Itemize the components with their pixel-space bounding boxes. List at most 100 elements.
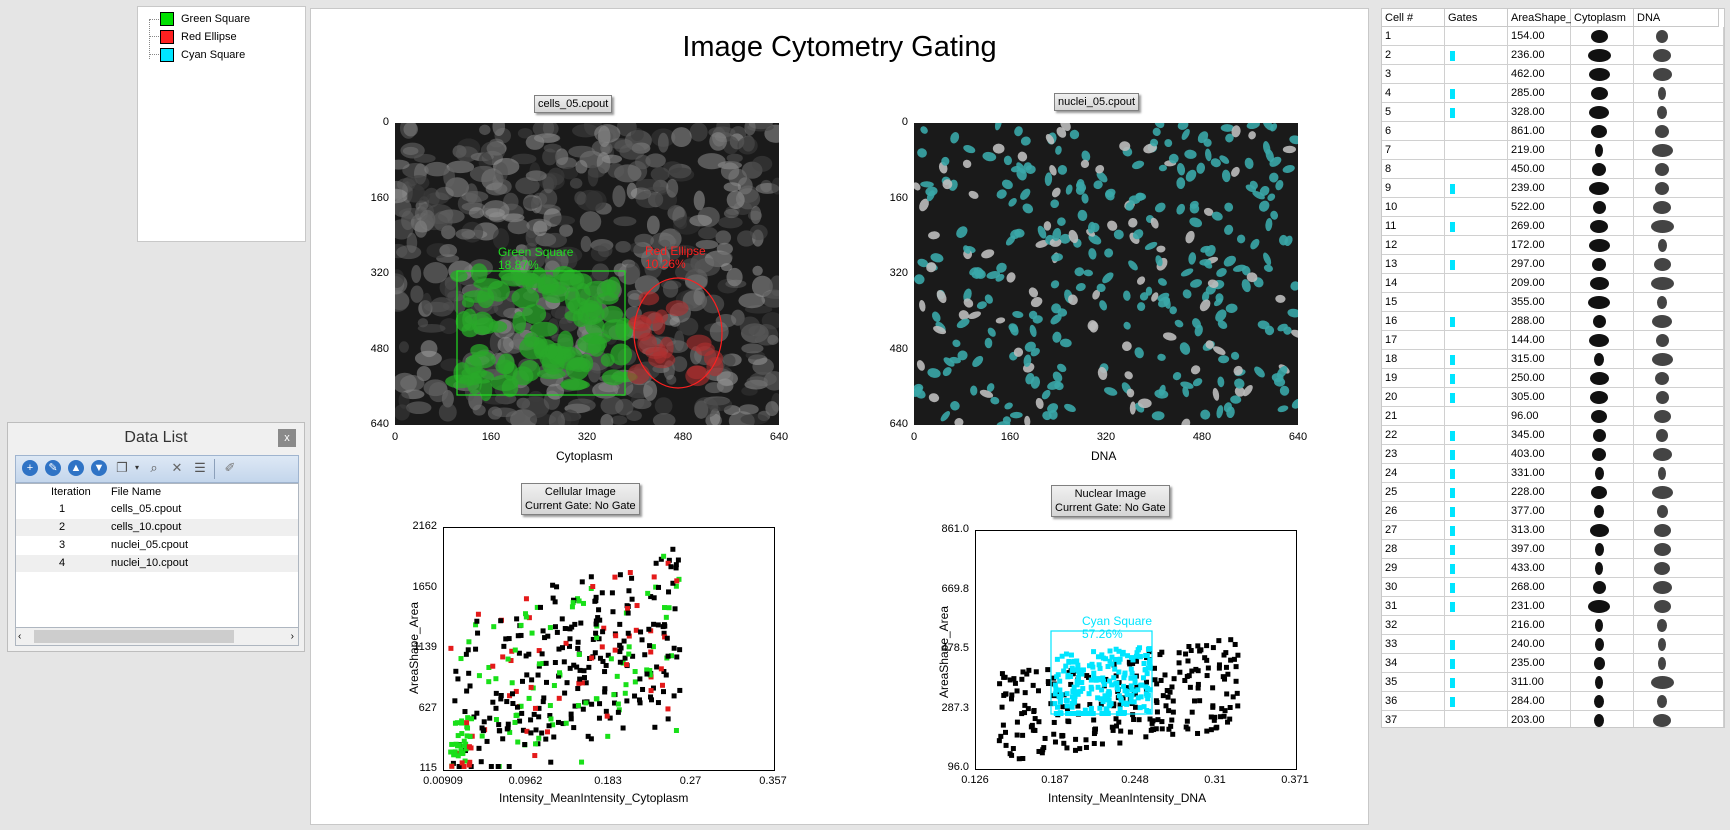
nuclei-scatter-plot[interactable]: Cyan Square 57.26% xyxy=(975,530,1297,770)
add-icon[interactable]: + xyxy=(22,460,38,476)
data-point xyxy=(1170,731,1176,737)
table-row[interactable]: 33 240.00 xyxy=(1382,635,1724,654)
table-row[interactable]: 34 235.00 xyxy=(1382,654,1724,673)
table-row[interactable]: 17 144.00 xyxy=(1382,331,1724,350)
cyan-nucleus xyxy=(1172,371,1182,381)
down-icon[interactable]: ▼ xyxy=(91,460,107,476)
table-row[interactable]: 6 861.00 xyxy=(1382,122,1724,141)
gated-data-point xyxy=(1064,703,1070,709)
list-item[interactable]: 2 cells_10.cpout xyxy=(16,519,298,536)
table-row[interactable]: 10 522.00 xyxy=(1382,198,1724,217)
table-row[interactable]: 16 288.00 xyxy=(1382,312,1724,331)
cyan-nucleus xyxy=(1128,260,1138,271)
column-header-iteration[interactable]: Iteration xyxy=(51,486,91,498)
data-point xyxy=(523,614,529,620)
cyan-nucleus xyxy=(950,132,960,144)
cells-scatter-plot[interactable] xyxy=(443,527,775,771)
column-header-gates[interactable]: Gates xyxy=(1445,9,1508,27)
table-row[interactable]: 24 331.00 xyxy=(1382,464,1724,483)
list-item[interactable]: 3 nuclei_05.cpout xyxy=(16,537,298,554)
cell-blob xyxy=(395,404,410,421)
table-row[interactable]: 20 305.00 xyxy=(1382,388,1724,407)
gates-cell xyxy=(1445,350,1508,369)
copy-icon[interactable]: ❐ xyxy=(116,460,128,475)
cells-plot-label[interactable]: Cellular Image Current Gate: No Gate xyxy=(521,483,640,515)
data-point xyxy=(466,639,472,645)
table-row[interactable]: 9 239.00 xyxy=(1382,179,1724,198)
scrollbar-thumb[interactable] xyxy=(34,630,234,643)
zoom-icon[interactable]: ⌕ xyxy=(150,460,158,475)
table-row[interactable]: 4 285.00 xyxy=(1382,84,1724,103)
gated-data-point xyxy=(1128,683,1134,689)
table-row[interactable]: 7 219.00 xyxy=(1382,141,1724,160)
table-row[interactable]: 30 268.00 xyxy=(1382,578,1724,597)
table-row[interactable]: 21 96.00 xyxy=(1382,407,1724,426)
cells-image-canvas[interactable]: Green Square 18.87% Red Ellipse 10.26% xyxy=(395,123,779,425)
table-row[interactable]: 5 328.00 xyxy=(1382,103,1724,122)
table-row[interactable]: 32 216.00 xyxy=(1382,616,1724,635)
data-point xyxy=(659,682,665,688)
cyan-nucleus xyxy=(920,126,928,134)
up-icon[interactable]: ▲ xyxy=(68,460,84,476)
table-row[interactable]: 15 355.00 xyxy=(1382,293,1724,312)
nuclei-image-canvas[interactable] xyxy=(914,123,1298,425)
data-point xyxy=(626,651,632,657)
table-row[interactable]: 23 403.00 xyxy=(1382,445,1724,464)
table-row[interactable]: 36 284.00 xyxy=(1382,692,1724,711)
table-row[interactable]: 13 297.00 xyxy=(1382,255,1724,274)
data-point xyxy=(1003,742,1009,748)
cell-blob xyxy=(400,142,425,159)
table-row[interactable]: 22 345.00 xyxy=(1382,426,1724,445)
delete-icon[interactable]: ✕ xyxy=(171,460,183,475)
dropdown-icon[interactable]: ▾ xyxy=(134,463,139,472)
table-row[interactable]: 28 397.00 xyxy=(1382,540,1724,559)
column-header-cytoplasm[interactable]: Cytoplasm xyxy=(1571,9,1634,27)
table-row[interactable]: 3 462.00 xyxy=(1382,65,1724,84)
table-row[interactable]: 31 231.00 xyxy=(1382,597,1724,616)
table-row[interactable]: 14 209.00 xyxy=(1382,274,1724,293)
cell-blob xyxy=(744,123,756,136)
data-point xyxy=(466,762,472,768)
table-row[interactable]: 8 450.00 xyxy=(1382,160,1724,179)
edit-icon[interactable]: ✐ xyxy=(224,460,236,475)
data-point xyxy=(474,710,480,716)
gated-cell-blob xyxy=(542,284,569,304)
cell-blob xyxy=(455,146,479,163)
table-row[interactable]: 37 203.00 xyxy=(1382,711,1724,727)
table-row[interactable]: 2 236.00 xyxy=(1382,46,1724,65)
column-header-area[interactable]: AreaShape_ xyxy=(1508,9,1572,27)
column-header-cell[interactable]: Cell # xyxy=(1382,9,1445,27)
gated-data-point xyxy=(1135,695,1141,701)
list-item[interactable]: 4 nuclei_10.cpout xyxy=(16,555,298,572)
table-row[interactable]: 27 313.00 xyxy=(1382,521,1724,540)
table-row[interactable]: 11 269.00 xyxy=(1382,217,1724,236)
cyan-nucleus xyxy=(920,181,934,188)
scroll-right-icon[interactable]: › xyxy=(290,631,294,642)
legend-item-red-ellipse[interactable]: Red Ellipse xyxy=(160,29,237,45)
wrench-icon[interactable]: ✎ xyxy=(45,460,61,476)
table-row[interactable]: 1 154.00 xyxy=(1382,27,1724,46)
cells-image-label[interactable]: cells_05.cpout xyxy=(534,95,613,113)
data-point xyxy=(625,606,631,612)
table-row[interactable]: 35 311.00 xyxy=(1382,673,1724,692)
scroll-left-icon[interactable]: ‹ xyxy=(18,631,22,642)
nuclei-plot-label[interactable]: Nuclear Image Current Gate: No Gate xyxy=(1051,485,1170,517)
nuclei-image-label[interactable]: nuclei_05.cpout xyxy=(1054,93,1140,111)
legend-item-cyan-square[interactable]: Cyan Square xyxy=(160,47,245,63)
horizontal-scrollbar[interactable]: ‹ › xyxy=(15,627,299,646)
table-row[interactable]: 26 377.00 xyxy=(1382,502,1724,521)
column-header-file-name[interactable]: File Name xyxy=(111,486,162,498)
cell-thumbnail-image xyxy=(1594,638,1604,651)
legend-item-green-square[interactable]: Green Square xyxy=(160,11,250,27)
list-item[interactable]: 1 cells_05.cpout xyxy=(16,501,298,518)
close-icon[interactable]: x xyxy=(278,429,296,447)
column-header-dna[interactable]: DNA xyxy=(1634,9,1719,27)
list-icon[interactable]: ☰ xyxy=(194,460,206,475)
table-row[interactable]: 29 433.00 xyxy=(1382,559,1724,578)
table-row[interactable]: 25 228.00 xyxy=(1382,483,1724,502)
table-row[interactable]: 19 250.00 xyxy=(1382,369,1724,388)
table-row[interactable]: 18 315.00 xyxy=(1382,350,1724,369)
cell-number: 19 xyxy=(1382,369,1445,388)
table-row[interactable]: 12 172.00 xyxy=(1382,236,1724,255)
gate-marker-icon xyxy=(1450,374,1455,384)
